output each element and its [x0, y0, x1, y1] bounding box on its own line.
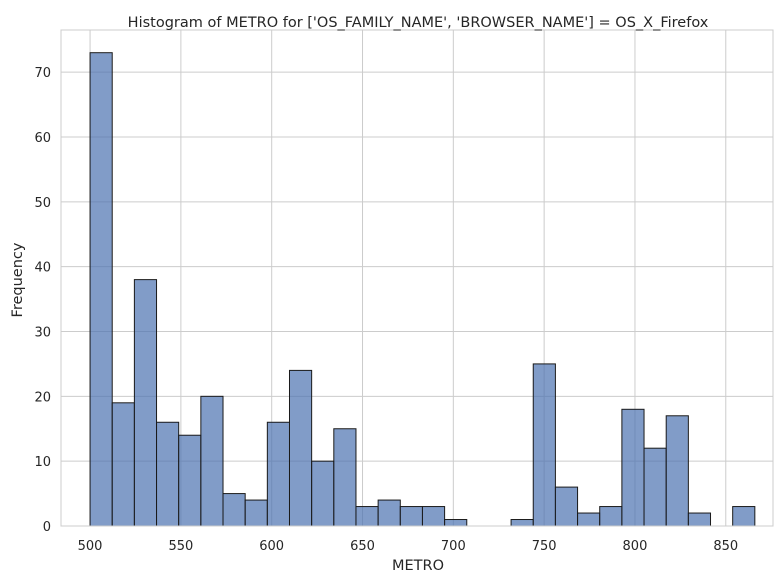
- x-tick-labels: 500 550 600 650 700 750 800 850: [78, 539, 739, 554]
- histogram-bar: [643, 447, 667, 527]
- histogram-bar: [554, 486, 579, 527]
- bars-group: [89, 52, 756, 527]
- histogram-bar: [421, 506, 446, 527]
- histogram-bar: [311, 460, 335, 527]
- x-tick-label: 700: [441, 539, 466, 554]
- chart-title: Histogram of METRO for ['OS_FAMILY_NAME'…: [128, 15, 709, 31]
- y-tick-label: 20: [34, 390, 51, 405]
- y-tick-label: 40: [34, 261, 51, 276]
- histogram-bar: [577, 512, 601, 527]
- histogram-bar: [665, 415, 689, 527]
- x-tick-label: 650: [350, 539, 375, 554]
- histogram-bar: [732, 506, 756, 527]
- y-tick-label: 30: [34, 325, 51, 340]
- histogram-bar: [244, 499, 268, 527]
- x-tick-label: 750: [532, 539, 557, 554]
- x-tick-label: 550: [168, 539, 193, 554]
- histogram-bar: [399, 506, 423, 527]
- y-tick-labels: 0 10 20 30 40 50 60 70: [34, 66, 51, 535]
- y-tick-label: 0: [43, 520, 51, 535]
- y-tick-label: 60: [34, 131, 51, 146]
- histogram-bar: [510, 519, 534, 527]
- y-tick-label: 10: [34, 455, 51, 470]
- x-tick-label: 500: [78, 539, 103, 554]
- y-tick-label: 70: [34, 66, 51, 81]
- histogram-bar: [222, 493, 246, 527]
- histogram-bar: [355, 506, 379, 527]
- histogram-bar: [111, 402, 135, 527]
- histogram-bar: [532, 363, 556, 527]
- histogram-bar: [89, 52, 113, 527]
- histogram-bar: [444, 519, 468, 527]
- histogram-bar: [178, 434, 202, 527]
- histogram-bar: [599, 506, 623, 527]
- histogram-bar: [200, 395, 224, 527]
- histogram-bar: [288, 369, 313, 527]
- histogram-bar: [156, 421, 180, 527]
- histogram-bar: [377, 499, 401, 527]
- y-axis-label: Frequency: [10, 242, 26, 317]
- x-axis-label: METRO: [392, 558, 444, 574]
- histogram-bar: [621, 408, 645, 527]
- histogram-bar: [687, 512, 712, 527]
- y-tick-label: 50: [34, 196, 51, 211]
- histogram-bar: [133, 279, 158, 527]
- x-tick-label: 800: [623, 539, 648, 554]
- histogram-bar: [333, 428, 357, 527]
- histogram-bar: [266, 421, 290, 527]
- x-tick-label: 600: [259, 539, 284, 554]
- x-tick-label: 850: [713, 539, 738, 554]
- plot-frame: [60, 29, 774, 527]
